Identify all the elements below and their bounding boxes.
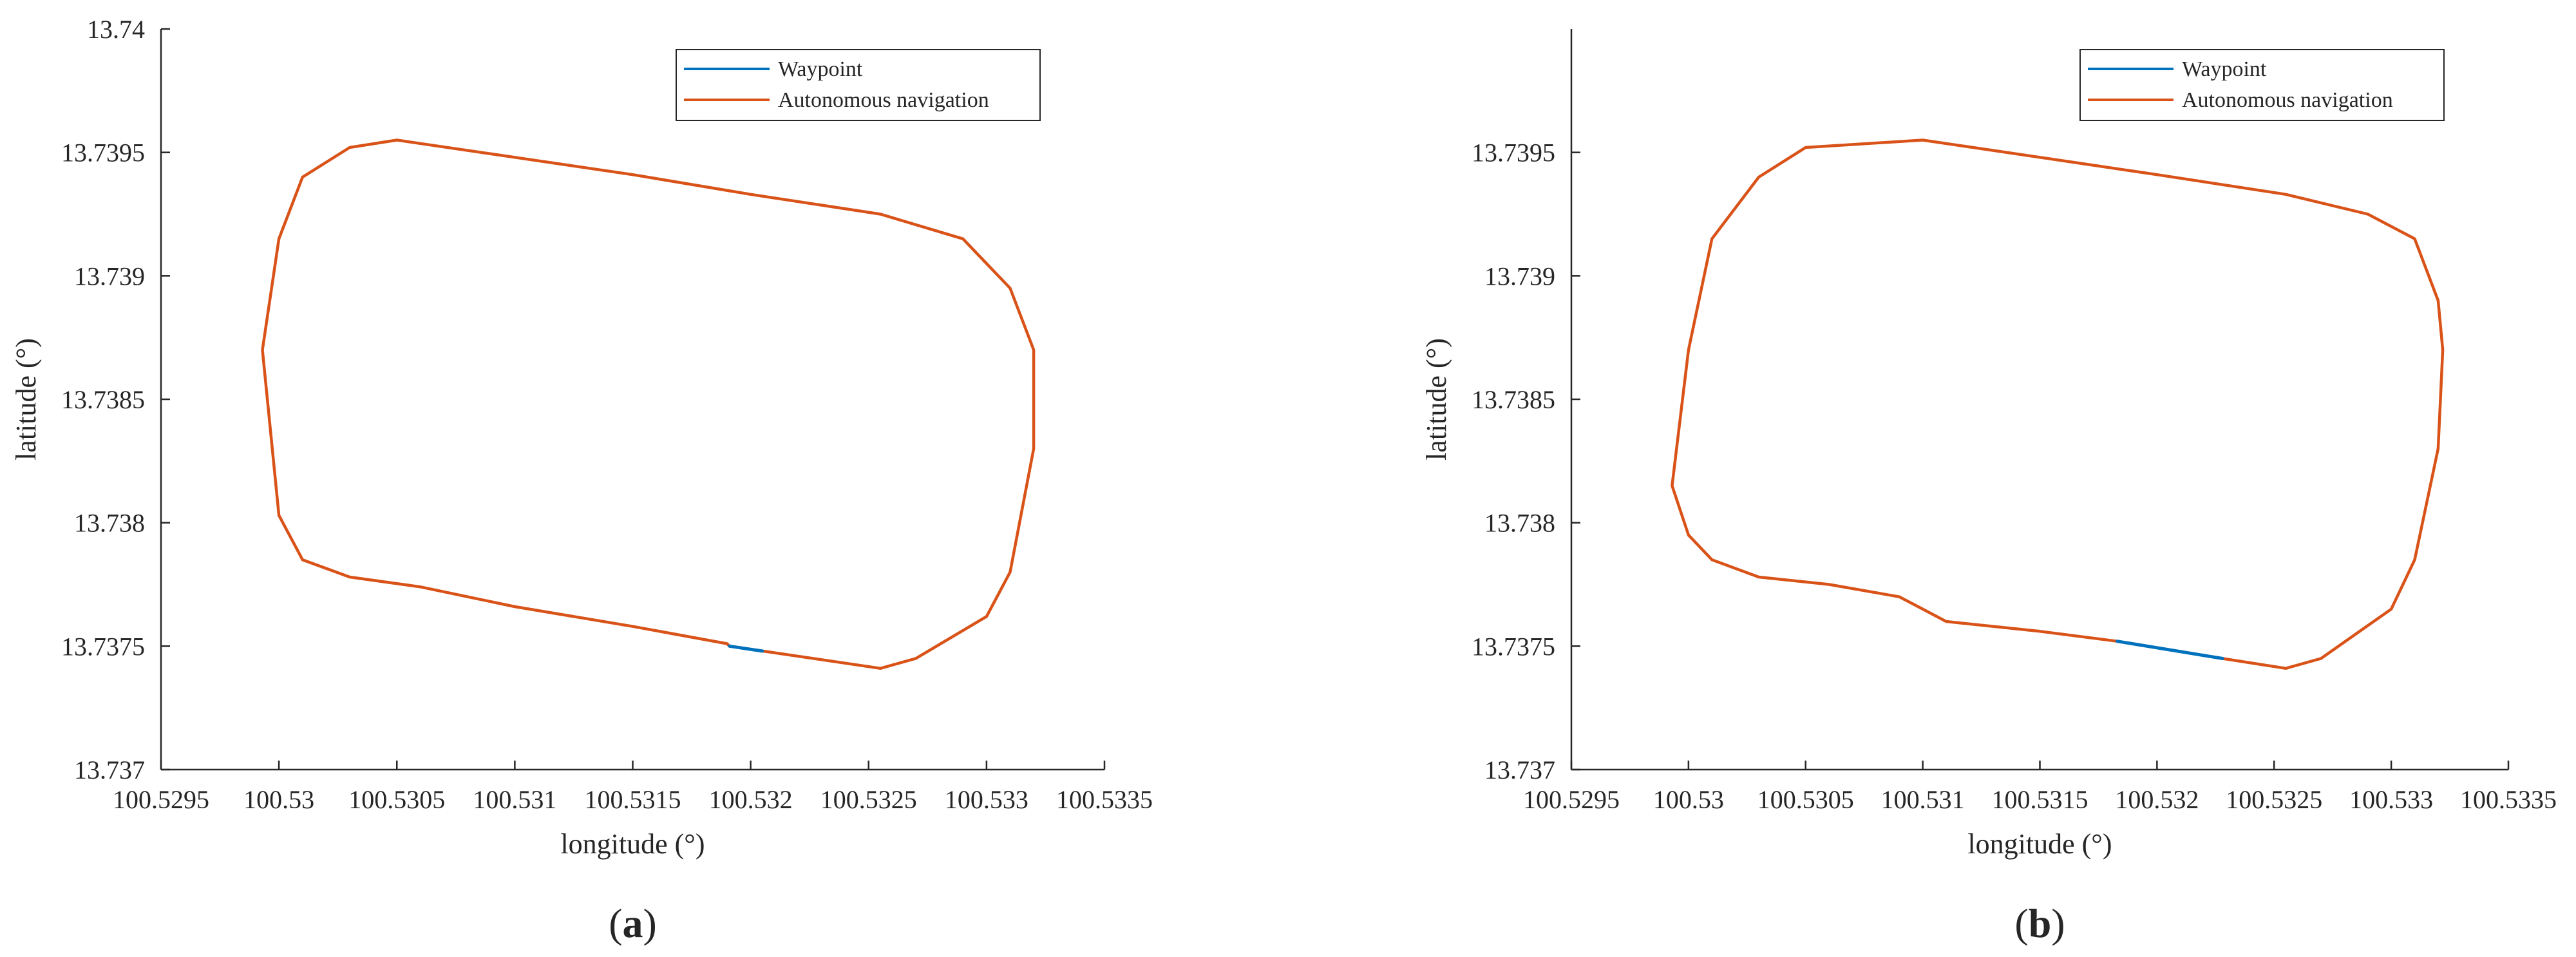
chart-b-x-tick-label: 100.533 — [2349, 785, 2433, 814]
chart-b-x-tick-label: 100.5295 — [1523, 785, 1620, 814]
chart-a-legend-label: Autonomous navigation — [778, 88, 989, 112]
chart-a-x-tick-label: 100.5325 — [820, 785, 917, 814]
chart-a-y-tick-label: 13.74 — [87, 15, 145, 44]
chart-b-y-tick-label: 13.7375 — [1472, 632, 1555, 661]
chart-b-y-tick-label: 13.737 — [1484, 755, 1555, 784]
chart-b-y-tick-label: 13.7385 — [1472, 385, 1555, 414]
chart-b-y-tick-label: 13.739 — [1484, 261, 1555, 290]
chart-a-x-tick-label: 100.5335 — [1056, 785, 1153, 814]
chart-b-x-tick-label: 100.53 — [1653, 785, 1724, 814]
chart-b-y-axis-label: latitude (°) — [1421, 338, 1452, 460]
chart-b-legend-label: Autonomous navigation — [2182, 88, 2393, 112]
chart-a-y-tick-label: 13.737 — [74, 755, 145, 784]
chart-b-series-waypoint — [2116, 640, 2224, 660]
chart-a-x-tick-label: 100.5295 — [113, 785, 209, 814]
chart-a-x-tick-label: 100.533 — [945, 785, 1028, 814]
chart-b-x-tick-label: 100.532 — [2115, 785, 2199, 814]
chart-b-x-tick-label: 100.531 — [1881, 785, 1965, 814]
chart-a-y-tick-label: 13.738 — [74, 509, 145, 538]
chart-a-y-tick-label: 13.7375 — [61, 632, 145, 661]
chart-a-y-tick-label: 13.7385 — [61, 385, 145, 414]
chart-a-series-waypoint — [728, 644, 764, 653]
chart-b-legend-label: Waypoint — [2182, 57, 2267, 81]
chart-b: 100.5295 100.53 100.5305 100.531 100.5315 100… — [1421, 29, 2557, 946]
chart-a-legend-label: Waypoint — [778, 57, 863, 81]
chart-b-x-tick-label: 100.5335 — [2460, 785, 2557, 814]
chart-b-y-tick-label: 13.738 — [1484, 509, 1555, 538]
chart-a-y-tick-label: 13.739 — [74, 261, 145, 290]
chart-b-x-axis-label: longitude (°) — [1967, 828, 2112, 860]
chart-b-x-tick-label: 100.5325 — [2226, 785, 2322, 814]
chart-a-legend — [676, 49, 1041, 121]
chart-a-y-tick-label: 13.7395 — [61, 138, 145, 167]
chart-a-x-tick-label: 100.5305 — [348, 785, 445, 814]
chart-b-y-tick-label: 13.7395 — [1472, 138, 1555, 167]
chart-b-panel-label: (b) — [2014, 900, 2065, 946]
chart-b-x-tick-label: 100.5315 — [1992, 785, 2088, 814]
chart-a-x-tick-label: 100.532 — [709, 785, 793, 814]
chart-a-panel-label: (a) — [609, 900, 657, 946]
chart-a-x-tick-label: 100.531 — [473, 785, 556, 814]
chart-a-x-axis-label: longitude (°) — [560, 828, 705, 860]
chart-a-x-tick-label: 100.53 — [243, 785, 314, 814]
chart-a-series-autonomous-navigation — [261, 138, 1036, 670]
chart-b-x-tick-label: 100.5305 — [1757, 785, 1854, 814]
chart-a: 100.5295 100.53 100.5305 100.531 100.5315 100… — [10, 15, 1153, 946]
chart-b-legend — [2079, 49, 2445, 121]
chart-a-x-tick-label: 100.5315 — [585, 785, 681, 814]
chart-b-series-autonomous-navigation — [1671, 138, 2445, 670]
chart-a-y-axis-label: latitude (°) — [10, 338, 42, 460]
